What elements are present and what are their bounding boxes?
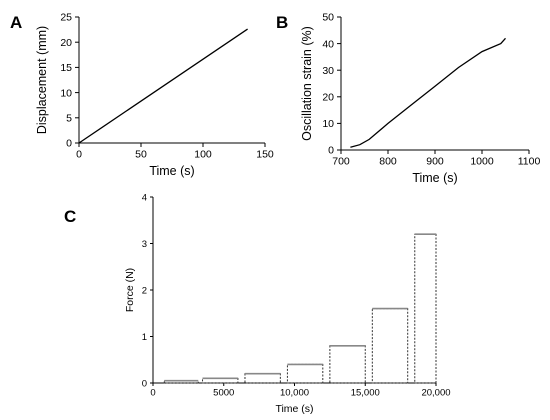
panel-c-bar <box>414 233 437 384</box>
panel-b-data-line <box>350 37 506 148</box>
panel-c-bar <box>286 363 324 384</box>
panel-c-y-tick-label: 1 <box>142 332 147 343</box>
panel-c-bar <box>371 308 409 384</box>
panel-a-y-tick-label: 25 <box>60 12 72 24</box>
panel-a-x-tick-label: 0 <box>76 149 82 161</box>
panel-b-y-tick-label: 20 <box>322 91 334 103</box>
panel-a: A 0 50 100 150 0 5 10 15 20 25 Time (s) Displacemen… <box>10 12 274 178</box>
panel-b-x-tick-label: 800 <box>379 156 397 168</box>
panel-a-x-tick-label: 50 <box>135 149 147 161</box>
panel-c-y-tick-label: 3 <box>142 239 147 250</box>
panel-c-y-tick-label: 0 <box>142 378 147 389</box>
panel-a-y-tick-label: 15 <box>60 62 72 74</box>
panel-b-x-tick-label: 1000 <box>470 156 494 168</box>
panel-b-x-axis-title: Time (s) <box>412 171 457 185</box>
panel-c-x-tick-label: 5000 <box>213 388 234 399</box>
panel-a-x-tick-label: 100 <box>194 149 212 161</box>
panel-c-bar <box>244 373 281 384</box>
panel-a-y-tick-label: 20 <box>60 37 72 49</box>
panel-c-y-axis-title: Force (N) <box>124 268 136 312</box>
panel-b-y-tick-label: 30 <box>322 65 334 77</box>
panel-a-x-tick-label: 150 <box>256 149 274 161</box>
panel-c-y-tick-label: 4 <box>142 192 147 203</box>
panel-c: C 0 5000 10,000 15,000 20,000 0 1 2 3 4 Time (s) Fo… <box>64 192 451 415</box>
panel-b-y-axis-title: Oscillation strain (%) <box>300 26 314 141</box>
panel-b-letter: B <box>276 13 288 32</box>
panel-a-y-tick-label: 10 <box>60 87 72 99</box>
panel-c-x-tick-label: 0 <box>150 388 155 399</box>
panel-b-y-tick-label: 40 <box>322 38 334 50</box>
panel-a-y-tick-label: 5 <box>66 112 72 124</box>
panel-a-x-axis-title: Time (s) <box>149 164 194 178</box>
panel-b-y-tick-label: 50 <box>322 12 334 24</box>
panel-a-y-tick-label: 0 <box>66 138 72 150</box>
panel-c-x-tick-label: 10,000 <box>280 388 309 399</box>
panel-b-x-tick-label: 900 <box>426 156 444 168</box>
panel-a-y-axis-title: Displacement (mm) <box>35 26 49 134</box>
panel-c-bar <box>163 380 199 384</box>
panel-b-y-tick-label: 10 <box>322 118 334 130</box>
panel-b-y-tick-label: 0 <box>328 145 334 157</box>
panel-c-x-tick-label: 20,000 <box>421 388 450 399</box>
panel-a-data-line <box>78 28 248 144</box>
panel-c-letter: C <box>64 207 76 226</box>
panel-c-x-axis-title: Time (s) <box>275 403 313 415</box>
panel-b: B 700 800 900 1000 1100 0 10 20 30 40 50 Time (s) Os… <box>276 12 540 185</box>
panel-c-x-tick-label: 15,000 <box>351 388 380 399</box>
panel-b-x-tick-label: 700 <box>332 156 350 168</box>
panel-c-bar <box>329 345 366 384</box>
panel-a-letter: A <box>10 13 22 32</box>
panel-c-y-tick-label: 2 <box>142 285 147 296</box>
panel-b-x-tick-label: 1100 <box>518 156 541 168</box>
